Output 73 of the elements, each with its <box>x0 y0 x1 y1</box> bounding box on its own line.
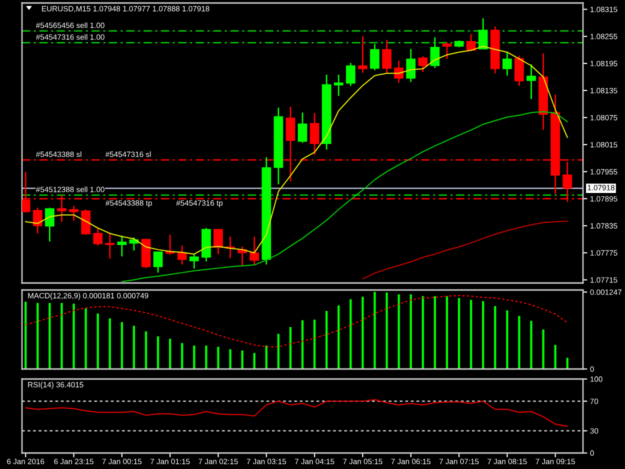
bar <box>229 349 232 369</box>
bar <box>374 292 376 369</box>
candlestick <box>153 251 163 274</box>
bar <box>325 310 328 369</box>
candlestick <box>93 227 103 246</box>
candlestick <box>346 62 356 87</box>
bar <box>144 331 148 369</box>
bar <box>156 336 160 369</box>
candlestick <box>177 244 187 266</box>
bar <box>72 304 75 369</box>
candlestick <box>105 232 115 260</box>
candlestick <box>430 36 440 69</box>
bar <box>205 346 208 369</box>
candlestick <box>69 205 78 222</box>
candlestick <box>189 254 199 270</box>
candlestick <box>418 56 428 73</box>
bar <box>313 320 316 369</box>
bar <box>289 327 292 369</box>
bar <box>518 316 520 369</box>
bar <box>96 313 99 369</box>
candlestick <box>32 207 42 234</box>
candlestick <box>526 64 536 100</box>
bar <box>120 322 124 369</box>
line-series <box>362 220 568 280</box>
bar <box>24 302 27 369</box>
bar <box>132 326 136 369</box>
bar <box>494 306 496 369</box>
bar <box>60 302 63 369</box>
candlestick <box>382 39 392 74</box>
candlestick <box>298 112 308 144</box>
bar <box>542 330 544 369</box>
bar <box>482 301 484 369</box>
bar <box>446 296 448 369</box>
candlestick <box>358 36 368 74</box>
line-series <box>25 399 568 427</box>
bar <box>181 343 184 369</box>
bar <box>362 296 364 369</box>
candlestick <box>334 74 344 97</box>
bar <box>434 296 436 369</box>
candlestick <box>442 42 452 60</box>
bar <box>108 318 111 369</box>
bar <box>470 300 472 369</box>
candlestick <box>406 48 416 83</box>
bar <box>530 320 532 369</box>
bar <box>36 302 39 369</box>
bar <box>168 338 172 369</box>
candlestick <box>370 43 380 71</box>
candlestick <box>394 60 404 84</box>
bar <box>410 294 412 369</box>
candlestick <box>117 234 127 258</box>
bar <box>193 346 196 369</box>
bar <box>48 302 51 369</box>
bar <box>398 294 400 369</box>
bar <box>554 344 556 369</box>
bar <box>422 296 424 369</box>
bar <box>84 308 87 369</box>
bar <box>217 346 220 369</box>
candlestick <box>250 236 260 266</box>
bar <box>458 298 460 369</box>
bar <box>241 350 244 369</box>
bar <box>506 310 508 369</box>
bar <box>386 292 388 369</box>
candlestick <box>478 18 488 50</box>
candlestick <box>514 55 524 87</box>
candlestick <box>81 208 90 236</box>
bar <box>301 320 304 369</box>
candlestick <box>310 112 320 156</box>
candlestick <box>502 51 512 76</box>
candlestick <box>214 228 223 255</box>
candlestick <box>45 207 54 242</box>
bar <box>277 334 280 369</box>
bar <box>350 299 352 369</box>
bar <box>338 305 340 369</box>
